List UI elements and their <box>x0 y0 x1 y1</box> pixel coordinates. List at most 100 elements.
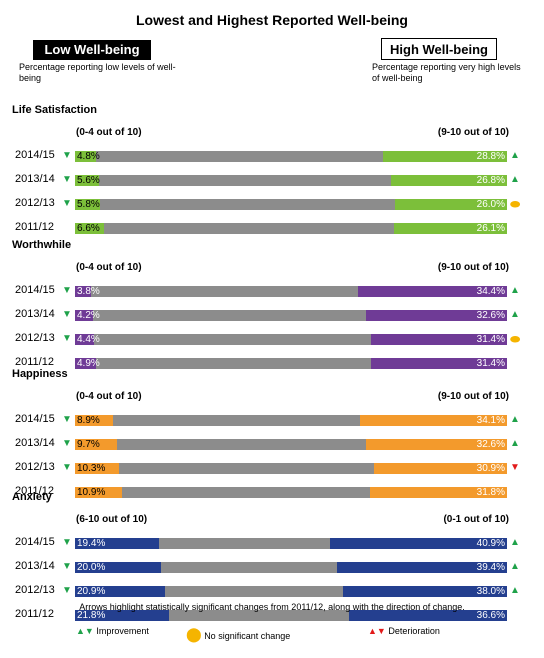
bar-row: 19.4% 40.9% <box>75 538 507 549</box>
high-wellbeing-description: Percentage reporting very high levels of… <box>372 62 521 83</box>
up-arrow-icon: ▲ <box>510 309 520 320</box>
bar-low-segment <box>75 223 104 234</box>
bar-low-segment <box>75 415 114 426</box>
up-arrow-icon: ▲ <box>368 626 377 636</box>
bar-low-segment <box>75 487 123 498</box>
up-arrow-icon: ▲ <box>510 285 520 296</box>
high-range-label: (0-1 out of 10) <box>443 514 509 525</box>
bar-low-segment <box>75 151 96 162</box>
down-arrow-icon: ▼ <box>62 462 72 473</box>
high-value-label: 32.6% <box>476 310 505 321</box>
up-arrow-icon: ▲ <box>510 414 520 425</box>
bar-high-segment <box>382 151 507 162</box>
bar-high-segment <box>373 463 507 474</box>
bar-middle-segment <box>113 415 360 426</box>
bar-low-segment <box>75 586 166 597</box>
bar-low-segment <box>75 334 94 345</box>
legend-no-change-label: No significant change <box>204 631 291 641</box>
bar-high-segment <box>371 334 507 345</box>
bar-middle-segment <box>94 334 372 345</box>
bar-middle-segment <box>100 199 395 210</box>
no-change-icon: ⬬ <box>510 197 521 211</box>
year-label: 2012/13 <box>15 584 55 596</box>
down-arrow-icon: ▼ <box>62 174 72 185</box>
low-range-label: (6-10 out of 10) <box>76 514 148 525</box>
bar-row: 10.9% 31.8% <box>75 487 507 498</box>
year-label: 2011/12 <box>15 485 54 497</box>
bar-middle-segment <box>161 562 337 573</box>
high-value-label: 28.8% <box>476 151 505 162</box>
bar-high-segment <box>391 175 507 186</box>
year-label: 2011/12 <box>15 608 54 620</box>
high-value-label: 34.1% <box>476 415 505 426</box>
bar-high-segment <box>330 538 507 549</box>
year-label: 2014/15 <box>15 149 55 161</box>
bar-row: 21.8% 36.6% <box>75 610 507 621</box>
down-arrow-icon: ▼ <box>376 626 386 636</box>
high-value-label: 36.6% <box>476 610 505 621</box>
low-value-label: 5.6% <box>77 175 100 186</box>
bar-middle-segment <box>95 151 383 162</box>
high-value-label: 40.9% <box>476 538 505 549</box>
high-value-label: 31.4% <box>476 358 505 369</box>
bar-high-segment <box>366 439 507 450</box>
bar-row: 4.4% 31.4% <box>75 334 507 345</box>
up-arrow-icon: ▲ <box>76 626 85 636</box>
bar-middle-segment <box>116 439 367 450</box>
low-value-label: 20.0% <box>77 562 106 573</box>
bar-row: 5.6% 26.8% <box>75 175 507 186</box>
bar-row: 4.2% 32.6% <box>75 310 507 321</box>
year-label: 2012/13 <box>15 461 55 473</box>
bar-low-segment <box>75 439 117 450</box>
year-label: 2013/14 <box>15 560 55 572</box>
high-value-label: 34.4% <box>476 286 505 297</box>
up-arrow-icon: ▲ <box>510 537 520 548</box>
down-arrow-icon: ▼ <box>62 198 72 209</box>
low-value-label: 21.8% <box>77 610 106 621</box>
down-arrow-icon: ▼ <box>62 285 72 296</box>
up-arrow-icon: ▲ <box>510 174 520 185</box>
low-range-label: (0-4 out of 10) <box>76 127 142 138</box>
down-arrow-icon: ▼ <box>62 585 72 596</box>
down-arrow-icon: ▼ <box>84 626 94 636</box>
bar-low-segment <box>75 538 159 549</box>
no-change-icon: ⬤ <box>186 626 202 642</box>
bar-middle-segment <box>103 223 395 234</box>
down-arrow-icon: ▼ <box>510 462 520 473</box>
high-range-label: (9-10 out of 10) <box>437 127 509 138</box>
bar-low-segment <box>75 199 101 210</box>
down-arrow-icon: ▼ <box>62 414 72 425</box>
section-title: Worthwhile <box>12 239 72 251</box>
low-value-label: 19.4% <box>77 538 106 549</box>
low-value-label: 4.2% <box>77 310 100 321</box>
section-title: Happiness <box>12 368 68 380</box>
bar-low-segment <box>75 175 100 186</box>
down-arrow-icon: ▼ <box>62 150 72 161</box>
high-value-label: 26.0% <box>476 199 505 210</box>
low-value-label: 9.7% <box>77 439 100 450</box>
bar-high-segment <box>358 286 507 297</box>
bar-low-segment <box>75 358 97 369</box>
up-arrow-icon: ▲ <box>510 561 520 572</box>
year-label: 2013/14 <box>15 437 55 449</box>
bar-row: 20.0% 39.4% <box>75 562 507 573</box>
bar-middle-segment <box>99 175 392 186</box>
year-label: 2011/12 <box>15 221 54 233</box>
up-arrow-icon: ▲ <box>510 585 520 596</box>
legend-improvement-label: Improvement <box>96 626 149 636</box>
bar-high-segment <box>348 610 507 621</box>
low-value-label: 20.9% <box>77 586 106 597</box>
footer-note: Arrows highlight statistically significa… <box>79 602 465 612</box>
low-value-label: 8.9% <box>77 415 100 426</box>
bar-middle-segment <box>169 610 349 621</box>
bar-middle-segment <box>96 358 372 369</box>
bar-low-segment <box>75 286 92 297</box>
high-value-label: 26.1% <box>476 223 505 234</box>
low-range-label: (0-4 out of 10) <box>76 391 142 402</box>
bar-middle-segment <box>122 487 370 498</box>
high-value-label: 39.4% <box>476 562 505 573</box>
low-value-label: 4.8% <box>77 151 100 162</box>
low-range-label: (0-4 out of 10) <box>76 262 142 273</box>
legend-deterioration: ▲▼ Deterioration <box>368 626 440 636</box>
bar-middle-segment <box>165 586 343 597</box>
